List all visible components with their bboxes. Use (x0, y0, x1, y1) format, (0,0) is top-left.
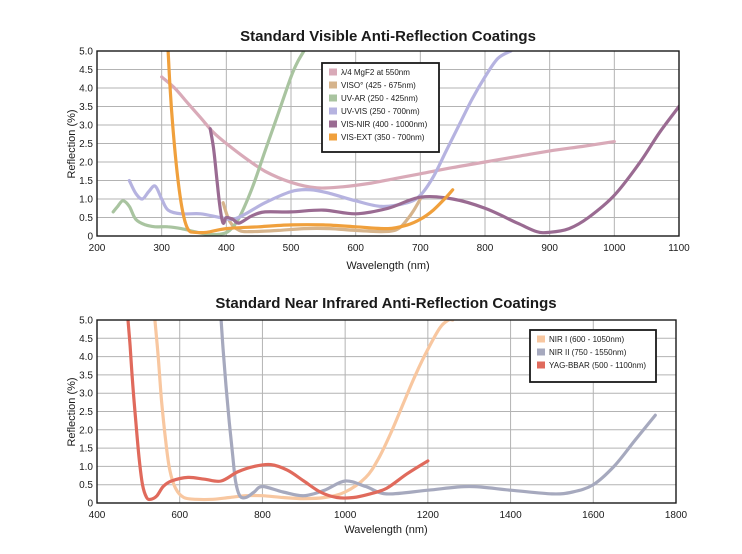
y-tick-label: 4.5 (79, 334, 93, 345)
legend-entry: VISO° (425 - 675nm) (341, 81, 416, 90)
legend-entry: VIS-NIR (400 - 1000nm) (341, 120, 428, 129)
y-tick-label: 0.5 (79, 213, 93, 224)
legend-entry: YAG-BBAR (500 - 1100nm) (549, 361, 646, 370)
x-tick-label: 1000 (334, 510, 357, 521)
legend-box (321, 62, 440, 153)
y-tick-label: 2.0 (79, 425, 93, 436)
y-tick-label: 4.5 (79, 65, 93, 76)
x-axis-label: Wavelength (nm) (344, 524, 427, 536)
chart-title: Standard Visible Anti-Reflection Coating… (240, 28, 536, 45)
x-tick-label: 1100 (668, 243, 690, 254)
x-tick-label: 1200 (417, 510, 440, 521)
x-tick-label: 800 (254, 510, 271, 521)
x-tick-label: 1000 (603, 243, 626, 254)
series-line (126, 320, 430, 502)
x-tick-label: 700 (412, 243, 429, 254)
series-line (221, 197, 422, 234)
legend-entry: VIS-EXT (350 - 700nm) (341, 133, 425, 142)
legend-swatch (537, 335, 545, 343)
x-tick-label: 1600 (582, 510, 605, 521)
y-tick-label: 0.5 (79, 480, 93, 491)
legend-box (529, 329, 657, 383)
x-tick-label: 900 (541, 243, 558, 254)
y-tick-label: 0 (87, 232, 93, 243)
tick-labels: 200 300 400 500 600 700 800 900 1000 1100 0 0.5 1.0 1… (79, 47, 690, 255)
legend-entry: UV-AR (250 - 425nm) (341, 94, 418, 103)
legend-entry: UV-VIS (250 - 700nm) (341, 107, 420, 116)
y-tick-label: 1.0 (79, 462, 93, 473)
x-tick-label: 200 (89, 243, 106, 254)
tick-labels: 400 600 800 1000 1200 1400 1600 1800 0 0.5 1.0 1.5 2… (79, 316, 687, 522)
legend-entry: λ/4 MgF2 at 550nm (341, 68, 410, 77)
legend-entry: NIR II (750 - 1550nm) (549, 348, 627, 357)
y-tick-label: 2.5 (79, 139, 93, 150)
legend-swatch (329, 94, 337, 102)
visible-ar-chart: Standard Visible Anti-Reflection Coating… (66, 28, 690, 272)
y-tick-label: 3.5 (79, 102, 93, 113)
series-line (153, 320, 455, 502)
x-tick-label: 400 (218, 243, 235, 254)
y-tick-label: 0 (87, 499, 93, 510)
series-line (219, 320, 657, 500)
series-group (111, 51, 679, 236)
near-infrared-ar-chart: Standard Near Infrared Anti-Reflection C… (66, 295, 688, 536)
y-tick-label: 4.0 (79, 84, 93, 95)
series-line (127, 51, 513, 222)
series-line (166, 51, 455, 235)
x-tick-label: 1800 (665, 510, 688, 521)
y-tick-label: 1.5 (79, 176, 93, 187)
y-tick-label: 4.0 (79, 352, 93, 363)
x-tick-label: 600 (347, 243, 364, 254)
legend: λ/4 MgF2 at 550nm VISO° (425 - 675nm) UV-A… (321, 62, 440, 153)
legend: NIR I (600 - 1050nm) NIR II (750 - 1550nm… (529, 329, 657, 383)
x-tick-label: 600 (171, 510, 188, 521)
legend-swatch (537, 348, 545, 356)
y-tick-label: 1.0 (79, 195, 93, 206)
y-tick-label: 2.0 (79, 158, 93, 169)
y-tick-label: 5.0 (79, 47, 93, 58)
series-line (111, 51, 306, 236)
y-tick-label: 3.5 (79, 370, 93, 381)
x-tick-label: 800 (477, 243, 494, 254)
x-tick-label: 300 (153, 243, 170, 254)
x-axis-label: Wavelength (nm) (346, 260, 429, 272)
y-axis-label: Reflection (%) (66, 377, 78, 446)
y-tick-label: 5.0 (79, 316, 93, 327)
x-tick-label: 500 (283, 243, 300, 254)
y-tick-label: 3.0 (79, 389, 93, 400)
legend-swatch (329, 120, 337, 128)
series-line (208, 104, 679, 235)
legend-swatch (329, 81, 337, 89)
y-tick-label: 2.5 (79, 407, 93, 418)
plot-frame (96, 50, 680, 237)
legend-swatch (329, 133, 337, 141)
legend-swatch (329, 68, 337, 76)
legend-swatch (329, 107, 337, 115)
x-tick-label: 400 (89, 510, 106, 521)
series-group (126, 320, 657, 502)
legend-entry: NIR I (600 - 1050nm) (549, 335, 624, 344)
series-line (160, 75, 616, 190)
y-axis-label: Reflection (%) (66, 109, 78, 178)
x-tick-label: 1400 (499, 510, 522, 521)
y-tick-label: 1.5 (79, 444, 93, 455)
plot-frame (96, 319, 677, 504)
legend-swatch (537, 361, 545, 369)
y-tick-label: 3.0 (79, 121, 93, 132)
chart-title: Standard Near Infrared Anti-Reflection C… (215, 295, 556, 312)
